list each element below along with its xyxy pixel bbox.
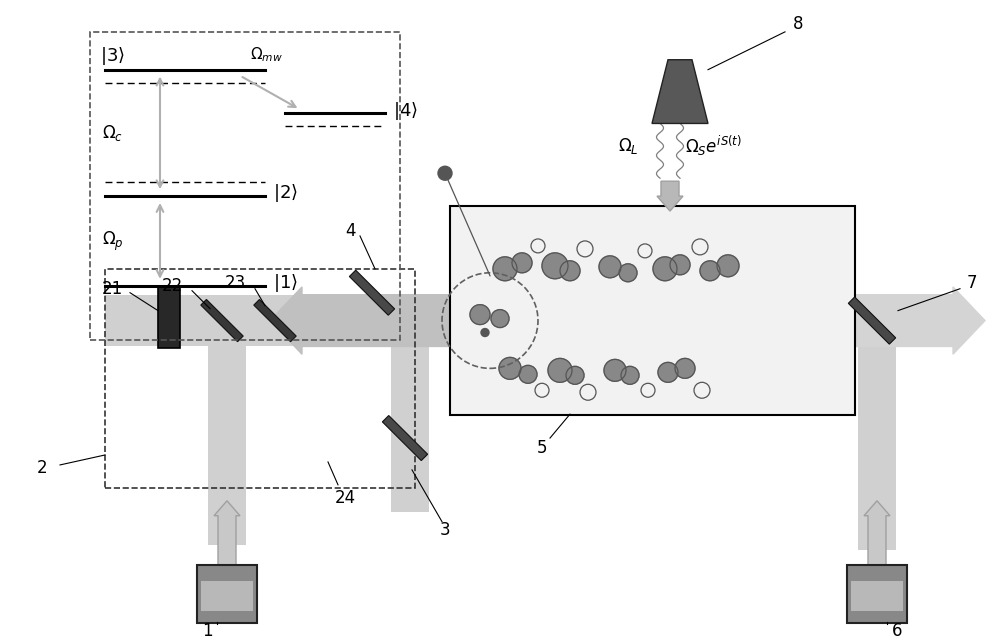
- Circle shape: [493, 257, 517, 281]
- FancyArrow shape: [214, 501, 240, 566]
- Text: $|3\rangle$: $|3\rangle$: [100, 45, 125, 67]
- Circle shape: [675, 358, 695, 378]
- FancyArrow shape: [270, 287, 455, 354]
- Polygon shape: [349, 270, 395, 315]
- Circle shape: [621, 367, 639, 385]
- Circle shape: [491, 309, 509, 327]
- Bar: [90, 32, 400, 340]
- Circle shape: [599, 256, 621, 278]
- Circle shape: [670, 255, 690, 275]
- Text: 1: 1: [202, 622, 212, 640]
- Circle shape: [717, 255, 739, 277]
- Polygon shape: [652, 60, 708, 123]
- Circle shape: [566, 367, 584, 385]
- Bar: [158, 287, 180, 349]
- Bar: [105, 295, 450, 347]
- Polygon shape: [382, 415, 428, 460]
- Bar: [851, 581, 903, 611]
- Text: $\Omega_p$: $\Omega_p$: [102, 229, 124, 252]
- Text: 8: 8: [793, 15, 803, 33]
- Text: 4: 4: [345, 222, 355, 240]
- FancyArrow shape: [864, 501, 890, 566]
- Bar: [847, 566, 907, 623]
- Text: 7: 7: [967, 273, 977, 291]
- Circle shape: [658, 362, 678, 382]
- Text: 3: 3: [440, 521, 450, 539]
- Polygon shape: [254, 299, 296, 342]
- Bar: [858, 318, 896, 550]
- Circle shape: [548, 358, 572, 382]
- Circle shape: [470, 305, 490, 325]
- FancyArrow shape: [855, 287, 985, 354]
- Bar: [197, 566, 257, 623]
- Text: $\Omega_c$: $\Omega_c$: [102, 123, 123, 143]
- Circle shape: [499, 358, 521, 379]
- Bar: [150, 295, 430, 347]
- Circle shape: [700, 261, 720, 281]
- Polygon shape: [201, 299, 243, 342]
- Text: $\Omega_S e^{iS(t)}$: $\Omega_S e^{iS(t)}$: [685, 134, 742, 159]
- FancyArrow shape: [657, 181, 683, 211]
- Text: $\Omega_L$: $\Omega_L$: [618, 136, 638, 157]
- Bar: [208, 318, 246, 544]
- Text: $|2\rangle$: $|2\rangle$: [273, 182, 298, 204]
- Text: 22: 22: [161, 277, 183, 295]
- Text: 2: 2: [37, 459, 47, 477]
- Circle shape: [512, 253, 532, 273]
- Bar: [450, 206, 855, 415]
- Circle shape: [619, 264, 637, 282]
- Circle shape: [604, 360, 626, 381]
- Text: $\Omega_{mw}$: $\Omega_{mw}$: [250, 45, 283, 64]
- Bar: [201, 581, 253, 611]
- Circle shape: [481, 329, 489, 336]
- Circle shape: [519, 365, 537, 383]
- Polygon shape: [848, 297, 896, 344]
- Circle shape: [438, 166, 452, 180]
- Bar: [391, 318, 429, 512]
- Text: 5: 5: [537, 439, 547, 457]
- Bar: [448, 295, 858, 347]
- Circle shape: [653, 257, 677, 281]
- Text: 6: 6: [892, 622, 902, 640]
- Circle shape: [560, 261, 580, 281]
- Text: 23: 23: [224, 273, 246, 291]
- Bar: [105, 269, 415, 488]
- Text: 21: 21: [101, 280, 123, 298]
- Text: $|4\rangle$: $|4\rangle$: [393, 100, 418, 121]
- Text: 24: 24: [334, 489, 356, 507]
- Circle shape: [542, 253, 568, 279]
- Text: $|1\rangle$: $|1\rangle$: [273, 272, 298, 294]
